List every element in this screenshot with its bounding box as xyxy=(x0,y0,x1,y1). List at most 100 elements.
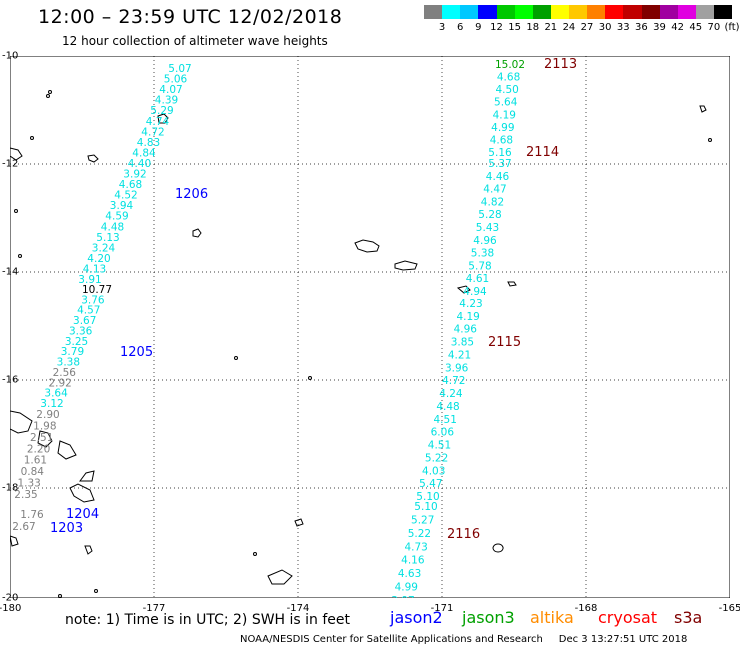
timestamp: Dec 3 13:27:51 UTC 2018 xyxy=(558,634,688,645)
pass-label: 2116 xyxy=(447,527,480,542)
longitude-label: -168 xyxy=(574,603,598,614)
wave-height-value: 4.23 xyxy=(459,298,482,310)
legend-swatch xyxy=(695,5,714,19)
island-outline xyxy=(699,105,707,113)
legend-swatch xyxy=(641,5,660,19)
satellite-name-cryosat: cryosat xyxy=(598,608,658,627)
wave-height-value: 3.79 xyxy=(61,346,84,358)
legend-label: 45 xyxy=(689,22,703,33)
wave-height-value: 2.51 xyxy=(30,432,53,444)
satellite-name-s3a: s3a xyxy=(674,608,703,627)
wave-height-value: 4.84 xyxy=(132,147,156,159)
island-outline xyxy=(192,228,202,238)
wave-height-value: 3.96 xyxy=(445,362,469,374)
wave-height-value: 5.10 xyxy=(414,501,437,513)
island-outline xyxy=(87,154,99,163)
wave-height-value: 4.57 xyxy=(77,305,100,317)
wave-height-value: 4.96 xyxy=(473,235,497,247)
wave-height-value: 2.20 xyxy=(27,443,50,455)
wave-height-value: 4.39 xyxy=(155,95,178,107)
island-outline xyxy=(10,535,19,547)
wave-height-value: 2.92 xyxy=(48,377,71,389)
wave-height-value: 2.90 xyxy=(36,409,59,421)
wave-height-value: 2.67 xyxy=(12,521,35,533)
island-outline xyxy=(354,239,380,253)
track-2115: 4.234.194.963.854.213.964.724.244.484.51… xyxy=(416,298,521,503)
legend-swatch xyxy=(514,5,533,19)
track-1205: 10.773.764.573.673.363.253.793.382.562.9… xyxy=(40,284,153,410)
island-outline xyxy=(507,281,517,287)
wave-height-value: 3.97 xyxy=(391,595,414,598)
wave-height-value: 4.07 xyxy=(159,84,182,96)
wave-height-value: 4.73 xyxy=(404,541,427,553)
wave-height-value: 3.24 xyxy=(92,242,116,254)
legend-swatch xyxy=(460,5,479,19)
island-dot xyxy=(58,594,62,598)
legend-label: 42 xyxy=(671,22,685,33)
wave-height-value: 4.21 xyxy=(448,349,471,361)
wave-height-value: 15.02 xyxy=(495,59,525,71)
track-2116: 5.105.27 5.224.73 4.164.63 4.993.97 2116 xyxy=(391,501,480,598)
wave-height-value: 3.91 xyxy=(78,274,101,286)
satellite-name-jason3: jason3 xyxy=(462,608,515,627)
island-outline xyxy=(57,440,77,460)
wave-height-value: 4.40 xyxy=(128,158,151,170)
wave-height-value: 3.76 xyxy=(81,294,105,306)
wave-height-value: 4.13 xyxy=(83,263,106,275)
wave-height-value: 5.16 xyxy=(488,147,512,159)
island-outline xyxy=(394,260,418,271)
island-outline xyxy=(456,285,471,294)
wave-height-value: 3.38 xyxy=(57,357,80,369)
legend-swatch xyxy=(478,5,497,19)
wave-height-value: 3.85 xyxy=(451,337,474,349)
track-1204: 2.901.982.512.201.610.841.332.35 1204 xyxy=(14,409,99,522)
legend-swatch xyxy=(677,5,696,19)
legend-label: 30 xyxy=(598,22,612,33)
wave-height-value: 4.19 xyxy=(493,109,516,121)
wave-height-value: 0.84 xyxy=(21,466,45,478)
wave-height-value: 3.64 xyxy=(44,388,68,400)
wave-height-value: 5.06 xyxy=(164,74,188,86)
latitude-label: -12 xyxy=(2,158,19,170)
legend-label: 9 xyxy=(475,22,482,33)
island-dot xyxy=(30,136,34,140)
pass-label: 1204 xyxy=(66,507,99,522)
longitude-label: -180 xyxy=(0,603,22,614)
wave-height-value: 5.78 xyxy=(468,260,491,272)
latitude-label: -10 xyxy=(2,50,19,62)
wave-height-value: 2.56 xyxy=(53,367,77,379)
wave-height-value: 1.98 xyxy=(33,420,56,432)
wave-height-value: 4.24 xyxy=(439,388,463,400)
legend-swatch xyxy=(623,5,642,19)
wave-height-value: 4.83 xyxy=(137,137,160,149)
island-outline xyxy=(79,470,95,482)
credit-footer: NOAA/NESDIS Center for Satellite Applica… xyxy=(240,634,687,645)
island-outline xyxy=(10,147,23,161)
wave-height-value: 4.82 xyxy=(481,196,504,208)
island-outline xyxy=(492,543,504,553)
legend-swatch xyxy=(605,5,624,19)
wave-height-value: 5.29 xyxy=(150,105,173,117)
island-dot xyxy=(308,376,312,380)
map-frame xyxy=(10,56,730,598)
wave-height-value: 4.51 xyxy=(428,440,451,452)
map-subtitle: 12 hour collection of altimeter wave hei… xyxy=(62,34,328,48)
wave-height-value: 1.33 xyxy=(17,478,40,490)
legend-swatch xyxy=(569,5,588,19)
island-dot xyxy=(14,209,18,213)
legend-label: 3 xyxy=(438,22,446,33)
legend-label: 12 xyxy=(490,22,503,33)
island-dot xyxy=(94,589,98,593)
wave-height-value: 4.03 xyxy=(422,465,445,477)
legend-label: 27 xyxy=(580,22,594,33)
wave-height-value: 4.50 xyxy=(495,84,518,96)
longitude-label: -174 xyxy=(286,603,310,614)
island-outline xyxy=(37,430,53,448)
pass-label: 1205 xyxy=(120,345,153,360)
legend-label: (ft) xyxy=(724,22,740,33)
wave-height-value: 4.48 xyxy=(436,401,459,413)
wave-height-value: 5.38 xyxy=(471,248,494,260)
island-dot xyxy=(708,138,712,142)
wave-height-value: 5.37 xyxy=(488,158,511,170)
